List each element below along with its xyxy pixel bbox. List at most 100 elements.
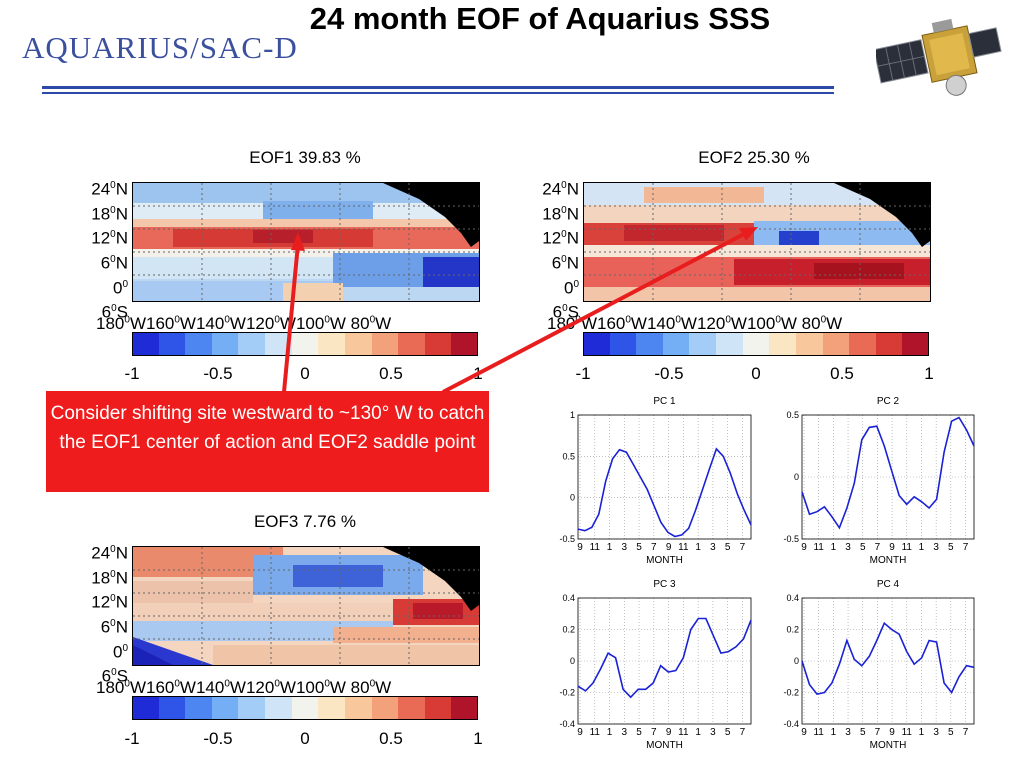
lat-label: 180N bbox=[542, 204, 579, 224]
x-tick-label: 7 bbox=[963, 727, 969, 738]
colorbar-swatch bbox=[185, 696, 213, 720]
eof3-lon-labels: 1800W1600W1400W1200W1000W 800W bbox=[96, 678, 392, 697]
slide-title: 24 month EOF of Aquarius SSS bbox=[309, 1, 771, 36]
y-tick-label: 0.4 bbox=[562, 593, 575, 603]
plot-frame bbox=[801, 597, 975, 725]
x-tick-label: 7 bbox=[651, 542, 657, 553]
lat-label: 60S bbox=[101, 302, 128, 322]
x-tick-label: 7 bbox=[740, 727, 746, 738]
lat-label: 60N bbox=[100, 253, 128, 273]
colorbar-swatch bbox=[318, 332, 346, 356]
x-tick-label: 1 bbox=[695, 542, 701, 553]
colorbar-tick: -0.5 bbox=[203, 729, 233, 748]
colorbar-tick: -1 bbox=[124, 364, 140, 383]
y-tick-label: 0.4 bbox=[786, 593, 799, 603]
eof2-lon-labels: 1800W1600W1400W1200W1000W 800W bbox=[547, 314, 843, 333]
lat-label: 240N bbox=[91, 179, 128, 199]
x-tick-label: 9 bbox=[577, 542, 583, 553]
colorbar-tick: -1 bbox=[575, 364, 591, 383]
colorbar-swatch bbox=[742, 332, 770, 356]
lat-label: 00 bbox=[563, 278, 579, 298]
colorbar-swatch bbox=[371, 696, 399, 720]
satellite-icon bbox=[876, 18, 1002, 96]
colorbar-swatch bbox=[344, 696, 373, 720]
colorbar-tick: 0 bbox=[300, 729, 310, 748]
y-tick-label: 0.5 bbox=[562, 451, 575, 461]
x-tick-label: 9 bbox=[801, 727, 807, 738]
x-tick-label: 9 bbox=[801, 542, 807, 553]
colorbar-swatch bbox=[451, 696, 479, 720]
lat-label: 00 bbox=[112, 642, 128, 662]
eof3-colorbar-ticks: -1 -0.5 0 0.5 1 bbox=[112, 729, 498, 749]
x-axis-label: MONTH bbox=[870, 740, 907, 751]
eof1-lon-labels: 1800W1600W1400W1200W1000W 800W bbox=[96, 314, 392, 333]
aquarius-sacd-logo: AQUARIUS/SAC-D bbox=[22, 30, 298, 65]
plot-frame bbox=[577, 414, 752, 540]
colorbar-tick: 0 bbox=[751, 364, 761, 383]
x-tick-label: 3 bbox=[845, 542, 851, 553]
colorbar-tick: 0.5 bbox=[379, 364, 403, 383]
x-tick-label: 1 bbox=[919, 727, 925, 738]
lat-label: 240N bbox=[542, 179, 579, 199]
y-tick-label: -0.4 bbox=[559, 719, 575, 729]
colorbar-swatch bbox=[211, 696, 239, 720]
colorbar-swatch bbox=[371, 332, 399, 356]
x-tick-label: 9 bbox=[889, 542, 895, 553]
x-tick-label: 11 bbox=[678, 542, 689, 553]
x-tick-label: 11 bbox=[678, 727, 689, 738]
lat-label: 120N bbox=[542, 228, 579, 248]
x-tick-label: 11 bbox=[813, 542, 824, 553]
x-axis-label: MONTH bbox=[646, 740, 683, 751]
colorbar-swatch bbox=[238, 332, 266, 356]
x-tick-label: 7 bbox=[651, 727, 657, 738]
colorbar-swatch bbox=[902, 332, 930, 356]
lat-label: 120N bbox=[91, 228, 128, 248]
colorbar-swatch bbox=[398, 332, 426, 356]
lat-label: 60S bbox=[101, 666, 128, 686]
colorbar-tick: 0.5 bbox=[830, 364, 854, 383]
x-tick-label: 5 bbox=[860, 727, 866, 738]
pc-series-line bbox=[577, 617, 752, 699]
eof1-map bbox=[132, 182, 480, 302]
header-rule-top bbox=[42, 86, 834, 89]
x-tick-label: 11 bbox=[590, 542, 601, 553]
x-tick-label: 11 bbox=[902, 542, 913, 553]
x-tick-label: 7 bbox=[740, 542, 746, 553]
colorbar-tick: 1 bbox=[924, 364, 934, 383]
pc-series-line bbox=[801, 416, 975, 530]
colorbar-swatch bbox=[265, 696, 293, 720]
x-tick-label: 3 bbox=[933, 542, 939, 553]
colorbar-tick: -0.5 bbox=[654, 364, 684, 383]
lat-label: 00 bbox=[112, 278, 128, 298]
callout-box: Consider shifting site westward to ~130°… bbox=[46, 391, 489, 492]
lat-label: 180N bbox=[91, 568, 128, 588]
eof1-lat-labels: 240N 180N 120N 60N 00 60S bbox=[68, 175, 128, 323]
eof2-colorbar-ticks: -1 -0.5 0 0.5 1 bbox=[563, 364, 949, 384]
colorbar-tick: 0 bbox=[300, 364, 310, 383]
x-tick-label: 11 bbox=[813, 727, 824, 738]
y-tick-label: 0.5 bbox=[786, 410, 799, 420]
pc-chart-title: PC 4 bbox=[877, 579, 900, 590]
lat-label: 60N bbox=[551, 253, 579, 273]
x-tick-label: 7 bbox=[963, 542, 969, 553]
colorbar-swatch bbox=[185, 332, 213, 356]
eof1-colorbar-ticks: -1 -0.5 0 0.5 1 bbox=[112, 364, 498, 384]
x-tick-label: 7 bbox=[875, 542, 881, 553]
colorbar-swatch bbox=[238, 696, 266, 720]
x-tick-label: 5 bbox=[948, 542, 954, 553]
colorbar-swatch bbox=[318, 696, 346, 720]
colorbar-tick: -1 bbox=[124, 729, 140, 748]
colorbar-swatch bbox=[211, 332, 239, 356]
x-tick-label: 1 bbox=[695, 727, 701, 738]
x-tick-label: 1 bbox=[831, 727, 837, 738]
y-tick-label: 1 bbox=[570, 410, 575, 420]
x-tick-label: 3 bbox=[710, 542, 716, 553]
colorbar-tick: -0.5 bbox=[203, 364, 233, 383]
colorbar-swatch bbox=[875, 332, 903, 356]
pc-chart-title: PC 1 bbox=[653, 396, 676, 407]
x-tick-label: 3 bbox=[622, 727, 628, 738]
y-tick-label: 0.2 bbox=[786, 625, 799, 635]
pc-chart-title: PC 3 bbox=[653, 579, 676, 590]
